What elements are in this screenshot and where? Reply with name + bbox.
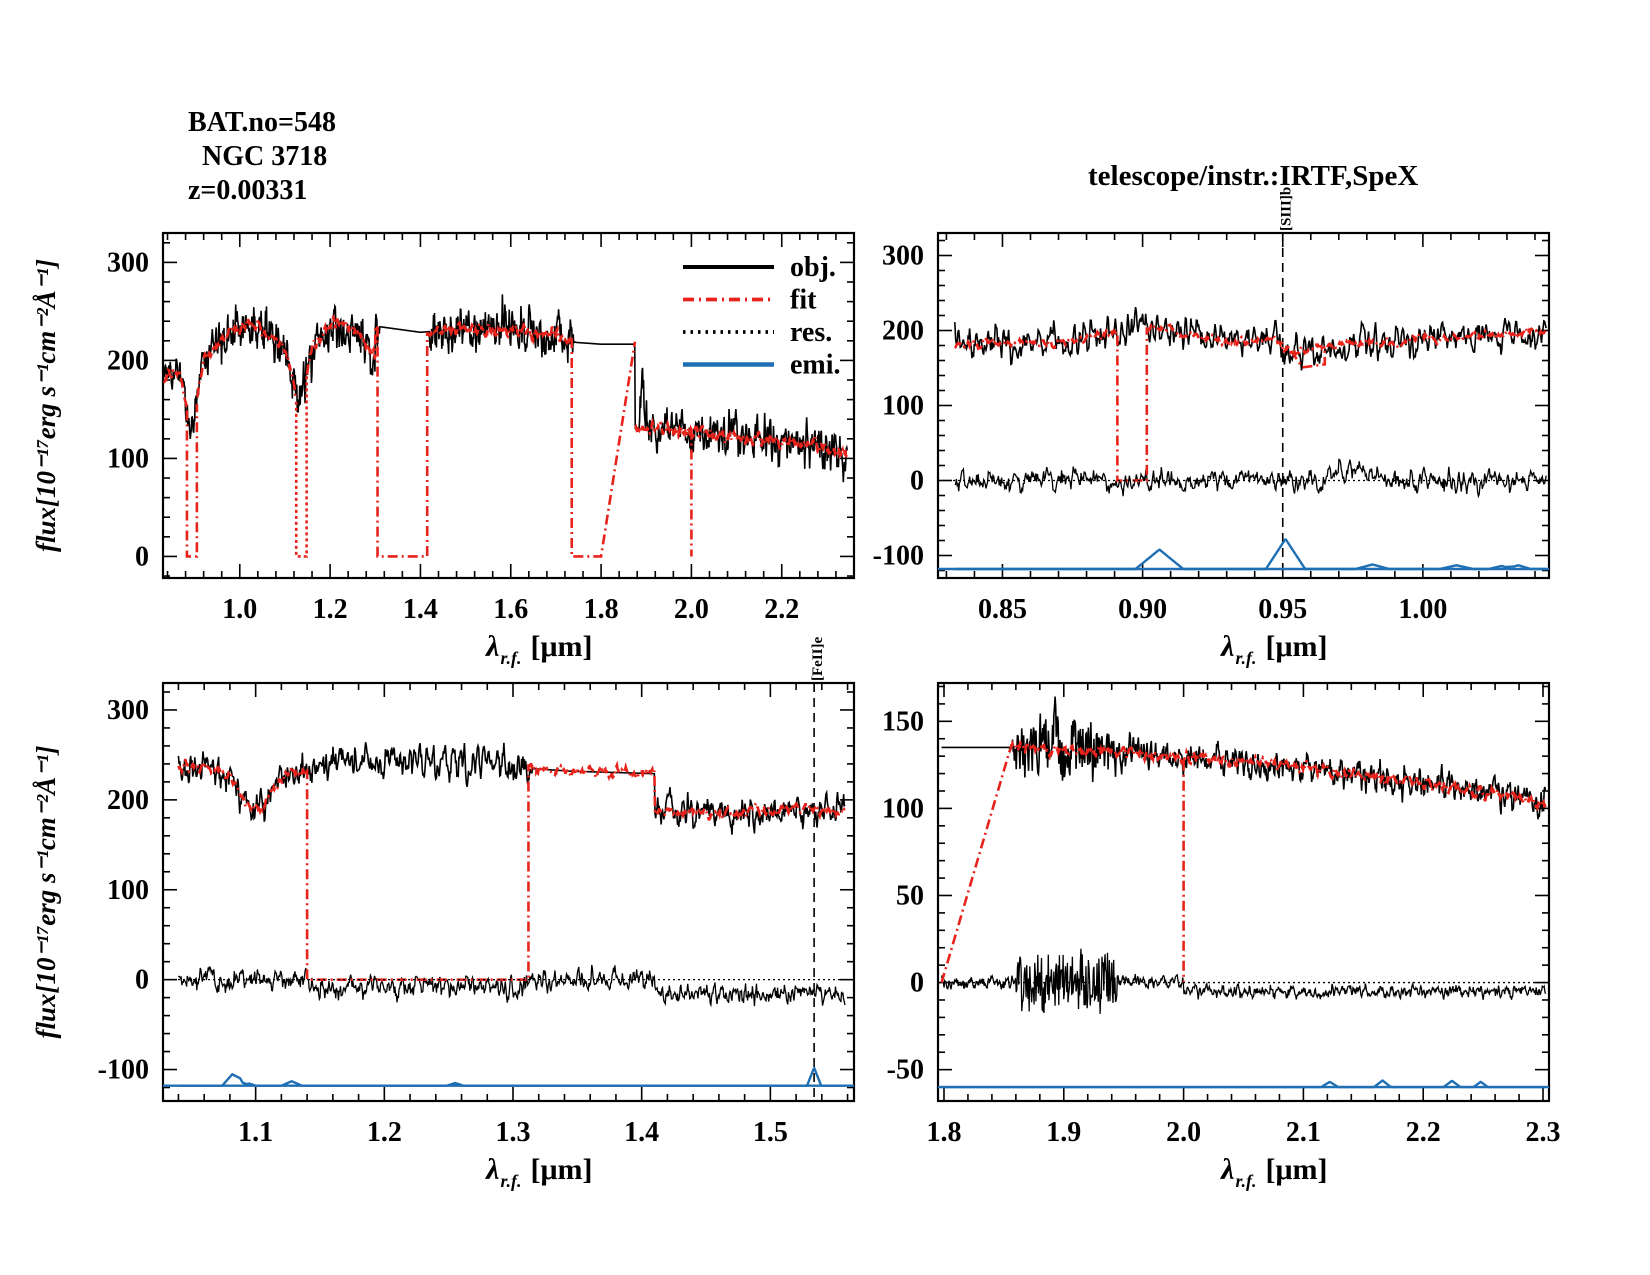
svg-text:100: 100 [882,793,924,824]
svg-text:0: 0 [910,466,924,497]
svg-text:res.: res. [790,317,832,348]
svg-text:1.5: 1.5 [753,1117,788,1148]
svg-text:[μm]: [μm] [531,630,593,663]
svg-text:0.95: 0.95 [1258,594,1307,625]
svg-text:r.f.: r.f. [501,1171,522,1191]
svg-text:1.2: 1.2 [367,1117,402,1148]
svg-text:50: 50 [896,880,924,911]
svg-text:1.6: 1.6 [493,594,528,625]
svg-text:100: 100 [107,875,149,906]
svg-text:flux[10⁻¹⁷erg s⁻¹cm⁻²Å⁻¹]: flux[10⁻¹⁷erg s⁻¹cm⁻²Å⁻¹] [31,259,61,552]
svg-text:2.1: 2.1 [1286,1117,1321,1148]
svg-text:λ: λ [484,1153,499,1186]
svg-text:2.0: 2.0 [1166,1117,1201,1148]
svg-text:300: 300 [107,695,149,726]
svg-text:fit: fit [790,285,817,316]
svg-text:1.00: 1.00 [1398,594,1447,625]
svg-text:300: 300 [882,241,924,272]
svg-text:[SIII]b: [SIII]b [1279,187,1295,231]
svg-text:1.0: 1.0 [222,594,257,625]
svg-text:0: 0 [135,541,149,572]
svg-text:obj.: obj. [790,252,836,283]
svg-text:1.4: 1.4 [624,1117,659,1148]
svg-text:200: 200 [107,785,149,816]
svg-text:[μm]: [μm] [1266,630,1328,663]
svg-text:1.8: 1.8 [926,1117,961,1148]
svg-text:200: 200 [882,316,924,347]
svg-text:2.3: 2.3 [1526,1117,1561,1148]
svg-text:0: 0 [135,965,149,996]
svg-text:100: 100 [107,443,149,474]
svg-text:λ: λ [1219,630,1234,663]
svg-text:1.2: 1.2 [313,594,348,625]
svg-text:λ: λ [1219,1153,1234,1186]
svg-text:r.f.: r.f. [501,648,522,668]
svg-text:1.3: 1.3 [496,1117,531,1148]
svg-text:0.90: 0.90 [1118,594,1167,625]
svg-text:0.85: 0.85 [978,594,1027,625]
svg-text:2.2: 2.2 [1406,1117,1441,1148]
svg-text:λ: λ [484,630,499,663]
svg-text:[μm]: [μm] [1266,1153,1328,1186]
svg-text:1.9: 1.9 [1046,1117,1081,1148]
svg-text:[μm]: [μm] [531,1153,593,1186]
svg-text:0: 0 [910,968,924,999]
svg-text:150: 150 [882,706,924,737]
svg-text:flux[10⁻¹⁷erg s⁻¹cm⁻²Å⁻¹]: flux[10⁻¹⁷erg s⁻¹cm⁻²Å⁻¹] [31,745,61,1038]
svg-text:100: 100 [882,391,924,422]
svg-text:1.4: 1.4 [403,594,438,625]
svg-text:300: 300 [107,247,149,278]
svg-text:r.f.: r.f. [1236,1171,1257,1191]
svg-text:200: 200 [107,345,149,376]
svg-text:r.f.: r.f. [1236,648,1257,668]
svg-text:2.0: 2.0 [674,594,709,625]
svg-text:2.2: 2.2 [764,594,799,625]
svg-text:-100: -100 [873,541,924,572]
svg-text:emi.: emi. [790,350,841,381]
svg-text:-50: -50 [887,1055,924,1086]
svg-text:[FeII]e: [FeII]e [810,637,826,681]
svg-text:1.1: 1.1 [238,1117,273,1148]
svg-text:-100: -100 [98,1055,149,1086]
svg-text:1.8: 1.8 [584,594,619,625]
